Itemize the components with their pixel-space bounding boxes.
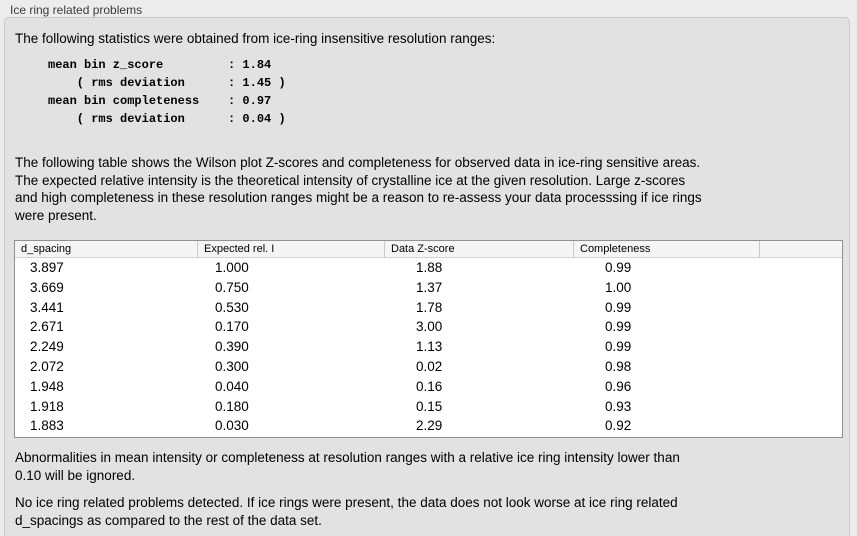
- table-cell: 1.13: [416, 339, 443, 355]
- column-header-expected-rel-i[interactable]: Expected rel. I: [197, 241, 384, 257]
- column-header-data-z-score[interactable]: Data Z-score: [384, 241, 573, 257]
- table-cell: 0.300: [215, 358, 249, 374]
- table-cell: [759, 357, 842, 377]
- table-cell: 0.15: [416, 398, 443, 414]
- table-cell: 0.99: [605, 319, 632, 335]
- stats-block: mean bin z_score : 1.84 ( rms deviation …: [48, 58, 286, 130]
- table-note-line: and high completeness in these resolutio…: [15, 190, 702, 205]
- ignore-note: Abnormalities in mean intensity or compl…: [15, 449, 680, 484]
- table-cell: 0.98: [605, 358, 632, 374]
- column-header-completeness[interactable]: Completeness: [573, 241, 759, 257]
- table-row[interactable]: 1.918 0.180 0.15 0.93: [15, 397, 842, 417]
- table-cell: 2.29: [416, 418, 443, 434]
- table-cell: 0.170: [215, 319, 249, 335]
- table-cell: 1.37: [416, 279, 443, 295]
- table-cell: 0.92: [605, 418, 632, 434]
- table-cell: 1.00: [605, 279, 632, 295]
- conclusion-line: No ice ring related problems detected. I…: [15, 495, 678, 510]
- table-note-line: The expected relative intensity is the t…: [15, 172, 686, 188]
- table-cell: 0.99: [605, 299, 632, 315]
- table-cell: 0.180: [215, 398, 249, 414]
- table-header-row: d_spacing Expected rel. I Data Z-score C…: [15, 241, 842, 258]
- table-cell: [759, 397, 842, 417]
- table-row[interactable]: 3.669 0.750 1.37 1.00: [15, 278, 842, 298]
- stats-line: ( rms deviation : 0.04 ): [48, 112, 286, 126]
- column-header-empty[interactable]: [759, 241, 842, 257]
- stats-line: ( rms deviation : 1.45 ): [48, 76, 286, 90]
- table-cell: [759, 377, 842, 397]
- table-row[interactable]: 2.249 0.390 1.13 0.99: [15, 337, 842, 357]
- table-cell: [759, 298, 842, 318]
- stats-line: mean bin completeness : 0.97: [48, 94, 272, 108]
- table-cell: 2.072: [30, 358, 64, 374]
- table-cell: 0.93: [605, 398, 632, 414]
- ignore-note-line: Abnormalities in mean intensity or compl…: [15, 450, 680, 465]
- table-cell: 0.02: [416, 358, 443, 374]
- table-row[interactable]: 1.883 0.030 2.29 0.92: [15, 416, 842, 436]
- table-cell: 0.390: [215, 339, 249, 355]
- table-cell: 1.88: [416, 260, 443, 275]
- table-cell: 3.00: [416, 319, 443, 335]
- table-note: The following table shows the Wilson plo…: [15, 154, 702, 224]
- ice-ring-table[interactable]: d_spacing Expected rel. I Data Z-score C…: [14, 240, 843, 438]
- table-cell: 0.040: [215, 378, 249, 394]
- column-header-d-spacing[interactable]: d_spacing: [21, 243, 72, 255]
- table-cell: 3.441: [30, 299, 64, 315]
- table-cell: 1.918: [30, 398, 64, 414]
- table-cell: 0.750: [215, 279, 249, 295]
- table-cell: 0.99: [605, 339, 632, 355]
- table-cell: 0.96: [605, 378, 632, 394]
- table-cell: [759, 258, 842, 278]
- stats-line: mean bin z_score : 1.84: [48, 58, 272, 72]
- table-cell: 1.78: [416, 299, 443, 315]
- conclusion-text: No ice ring related problems detected. I…: [15, 494, 678, 529]
- ice-ring-table-body: 3.897 1.000 1.88 0.99 3.669 0.750 1.37 1.00 3.44…: [15, 258, 842, 436]
- stats-intro-text: The following statistics were obtained f…: [15, 31, 496, 46]
- table-cell: 2.671: [30, 319, 64, 335]
- panel-title: Ice ring related problems: [10, 3, 143, 17]
- table-cell: 2.249: [30, 339, 64, 355]
- table-row[interactable]: 3.441 0.530 1.78 0.99: [15, 298, 842, 318]
- table-row[interactable]: 3.897 1.000 1.88 0.99: [15, 258, 842, 278]
- table-cell: 3.669: [30, 279, 64, 295]
- table-cell: 0.030: [215, 418, 249, 434]
- table-cell: [759, 278, 842, 298]
- table-cell: 1.883: [30, 418, 64, 434]
- table-cell: 1.000: [215, 260, 249, 275]
- table-row[interactable]: 2.671 0.170 3.00 0.99: [15, 317, 842, 337]
- table-cell: 0.16: [416, 378, 443, 394]
- table-note-line: The following table shows the Wilson plo…: [15, 155, 701, 170]
- table-cell: [759, 337, 842, 357]
- table-cell: 0.99: [605, 260, 632, 275]
- table-note-line: were present.: [15, 207, 97, 223]
- table-cell: 3.897: [30, 260, 64, 275]
- table-cell: 1.948: [30, 378, 64, 394]
- table-cell: [759, 317, 842, 337]
- table-row[interactable]: 2.072 0.300 0.02 0.98: [15, 357, 842, 377]
- table-cell: 0.530: [215, 299, 249, 315]
- conclusion-line: d_spacings as compared to the rest of th…: [15, 512, 322, 528]
- table-row[interactable]: 1.948 0.040 0.16 0.96: [15, 377, 842, 397]
- table-cell: [759, 416, 842, 436]
- ignore-note-line: 0.10 will be ignored.: [15, 467, 136, 483]
